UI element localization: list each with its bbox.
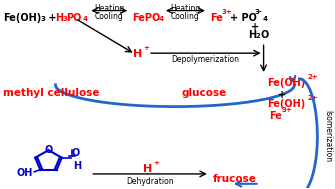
Text: PO: PO (66, 13, 82, 22)
Text: H: H (73, 161, 81, 171)
Text: O: O (44, 145, 53, 155)
Text: H: H (143, 164, 152, 174)
Text: methyl cellulose: methyl cellulose (3, 88, 99, 98)
Text: OH: OH (16, 168, 32, 178)
Text: O: O (261, 30, 269, 40)
Text: Heating: Heating (170, 4, 200, 13)
Text: FePO: FePO (132, 13, 160, 22)
Text: Heating: Heating (94, 4, 124, 13)
Text: Fe: Fe (270, 111, 282, 121)
Text: Fe: Fe (210, 13, 223, 22)
Text: frucose: frucose (213, 174, 257, 184)
Text: glucose: glucose (182, 88, 227, 98)
Text: +: + (143, 45, 149, 51)
Text: H: H (133, 49, 142, 59)
Text: 3: 3 (62, 15, 67, 22)
Text: 4: 4 (159, 15, 164, 22)
Text: H: H (56, 13, 64, 22)
Text: O: O (72, 148, 80, 158)
Text: +: + (153, 160, 159, 166)
Text: 2: 2 (256, 33, 260, 39)
Text: 2+: 2+ (308, 74, 318, 80)
Text: Depolymerization: Depolymerization (171, 55, 239, 64)
Text: +: + (45, 13, 59, 22)
Text: Fe(OH): Fe(OH) (268, 78, 306, 88)
Text: 3+: 3+ (281, 107, 292, 113)
Text: 4: 4 (82, 15, 87, 22)
Text: Isomerization: Isomerization (323, 110, 332, 162)
Text: Dehydration: Dehydration (126, 177, 174, 186)
Text: +: + (277, 90, 286, 100)
Text: 3+: 3+ (222, 9, 232, 15)
Text: +: + (251, 22, 259, 33)
Text: 3: 3 (41, 15, 46, 22)
Text: 3-: 3- (255, 9, 262, 15)
Text: + PO: + PO (230, 13, 257, 22)
Text: 4: 4 (263, 15, 268, 22)
Text: Fe(OH): Fe(OH) (268, 99, 306, 109)
Text: Fe(OH): Fe(OH) (3, 13, 41, 22)
Text: Cooling: Cooling (171, 12, 199, 21)
Text: Cooling: Cooling (95, 12, 124, 21)
Text: 2+: 2+ (308, 95, 318, 101)
Text: H: H (248, 30, 256, 40)
